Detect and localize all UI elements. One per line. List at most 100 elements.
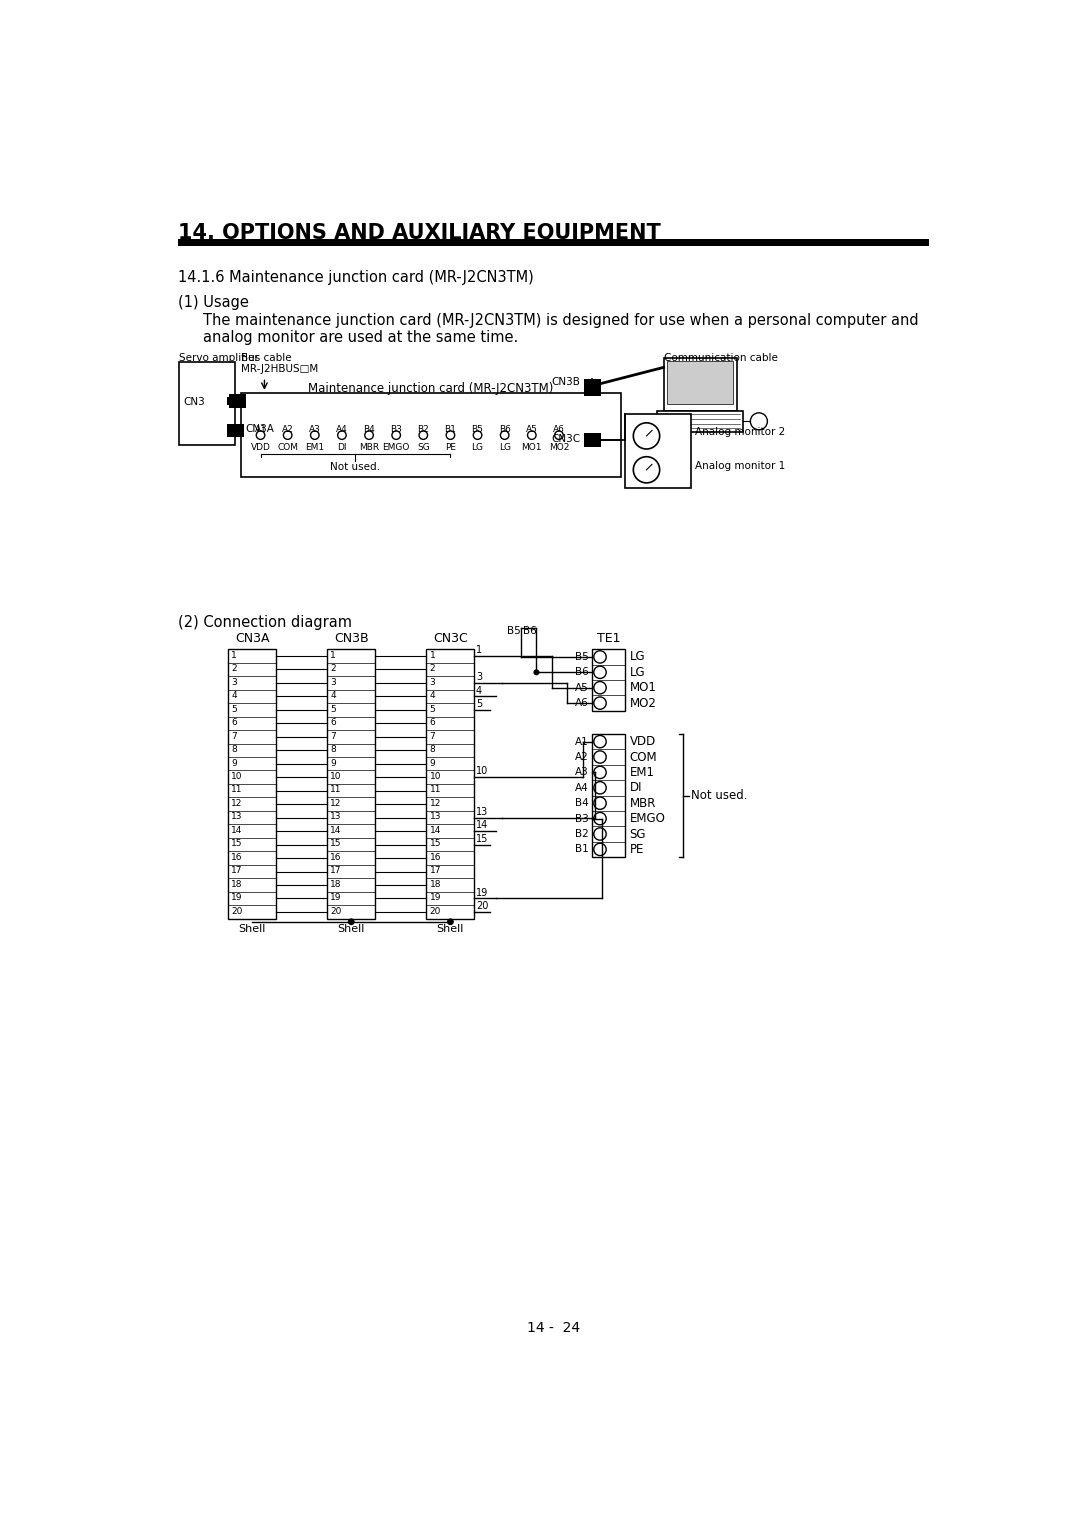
Bar [327,649,375,918]
Text: MO2: MO2 [630,697,657,709]
Text: 9: 9 [430,758,435,767]
Text: 20: 20 [476,902,488,911]
Text: 9: 9 [330,758,336,767]
Text: Communication cable: Communication cable [663,353,778,362]
Text: 20: 20 [330,906,341,915]
Text: Not used.: Not used. [330,461,380,472]
Text: SG: SG [417,443,430,452]
Text: B3: B3 [390,425,402,434]
Text: 1: 1 [231,651,237,660]
Text: PE: PE [445,443,456,452]
Text: 17: 17 [330,866,341,876]
Text: 8: 8 [231,746,237,755]
Bar [228,649,276,918]
Text: 8: 8 [330,746,336,755]
Text: A5: A5 [526,425,538,434]
Text: MO1: MO1 [630,681,657,694]
Text: DI: DI [337,443,347,452]
Text: 13: 13 [476,807,488,817]
Text: B2: B2 [576,830,590,839]
Text: COM: COM [278,443,298,452]
Text: 18: 18 [231,880,243,889]
Text: 15: 15 [231,839,243,848]
Text: VDD: VDD [251,443,270,452]
Text: CN3C: CN3C [433,631,468,645]
Text: 16: 16 [231,853,243,862]
Text: 16: 16 [430,853,441,862]
Text: 10: 10 [231,772,243,781]
Text: EMGO: EMGO [382,443,410,452]
Text: CN3B: CN3B [334,631,368,645]
Text: 5: 5 [231,704,237,714]
Text: 14: 14 [231,827,243,834]
Text: B2: B2 [418,425,429,434]
Text: 14: 14 [430,827,441,834]
Text: PE: PE [630,843,644,856]
Text: LG: LG [472,443,484,452]
Text: 14.1.6 Maintenance junction card (MR-J2CN3TM): 14.1.6 Maintenance junction card (MR-J2C… [177,270,534,286]
Bar [227,397,246,405]
Text: 10: 10 [476,767,488,776]
Bar [667,361,733,405]
Text: analog monitor are used at the same time.: analog monitor are used at the same time… [203,330,518,345]
Text: SG: SG [630,828,646,840]
Text: Shell: Shell [436,924,464,934]
Text: B1: B1 [576,845,590,854]
Text: MBR: MBR [630,796,656,810]
Text: B1: B1 [445,425,457,434]
Text: B6: B6 [499,425,511,434]
Text: A6: A6 [576,698,590,707]
Text: 7: 7 [231,732,237,741]
Text: 10: 10 [330,772,341,781]
Text: 12: 12 [430,799,441,808]
Text: 1: 1 [430,651,435,660]
Text: B5: B5 [507,626,521,636]
Text: B6: B6 [576,668,590,677]
Text: 13: 13 [430,813,441,822]
Text: Not used.: Not used. [691,788,747,802]
Text: A4: A4 [336,425,348,434]
Text: 9: 9 [231,758,237,767]
Text: 2: 2 [330,665,336,674]
Text: 6: 6 [231,718,237,727]
Text: 14: 14 [476,821,488,830]
Text: TE1: TE1 [597,631,620,645]
Circle shape [448,920,454,924]
Text: 15: 15 [430,839,441,848]
Text: A4: A4 [576,782,590,793]
Text: 4: 4 [476,686,482,695]
Text: Analog monitor 2: Analog monitor 2 [694,426,785,437]
Text: 3: 3 [330,678,336,686]
Text: (1) Usage: (1) Usage [177,295,248,310]
Text: Maintenance junction card (MR-J2CN3TM): Maintenance junction card (MR-J2CN3TM) [309,382,554,396]
Text: A5: A5 [576,683,590,692]
Text: 6: 6 [430,718,435,727]
Text: B6: B6 [523,626,537,636]
Text: 14. OPTIONS AND AUXILIARY EQUIPMENT: 14. OPTIONS AND AUXILIARY EQUIPMENT [177,223,660,243]
Text: A3: A3 [576,767,590,778]
Bar [583,432,600,446]
Text: 14 -  24: 14 - 24 [527,1322,580,1335]
Text: 5: 5 [430,704,435,714]
Text: 17: 17 [430,866,441,876]
Bar [227,423,244,437]
Text: DI: DI [630,781,642,795]
Circle shape [535,669,539,675]
Text: 3: 3 [231,678,237,686]
Text: 7: 7 [330,732,336,741]
Text: CN3B: CN3B [552,377,581,388]
Text: COM: COM [630,750,657,764]
Bar [427,649,474,918]
Text: B5: B5 [472,425,484,434]
Text: Bus cable: Bus cable [241,353,292,362]
Text: 12: 12 [330,799,341,808]
Text: Shell: Shell [338,924,365,934]
Bar [592,649,625,711]
Bar [179,362,235,445]
Text: 3: 3 [430,678,435,686]
Text: CN3C: CN3C [552,434,581,445]
Text: 2: 2 [430,665,435,674]
Text: 19: 19 [430,894,441,903]
Text: A6: A6 [553,425,565,434]
Text: A1: A1 [255,425,267,434]
